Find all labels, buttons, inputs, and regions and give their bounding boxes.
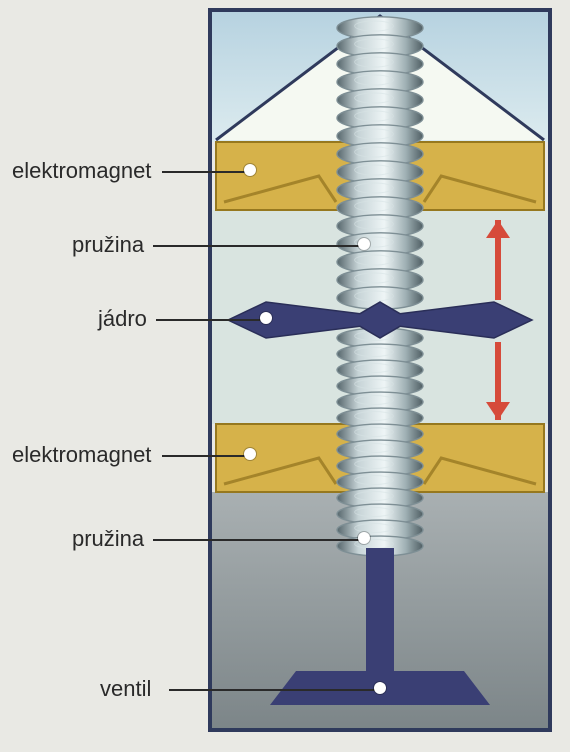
label-spring-bottom: pružina (72, 526, 144, 552)
valve-diagram (0, 0, 570, 752)
label-core: jádro (98, 306, 147, 332)
dot-valve (374, 682, 386, 694)
leader-electromagnet-top (162, 171, 251, 173)
dot-electromagnet-bottom (244, 448, 256, 460)
label-electromagnet-bottom: elektromagnet (12, 442, 151, 468)
label-electromagnet-top: elektromagnet (12, 158, 151, 184)
dot-core (260, 312, 272, 324)
dot-electromagnet-top (244, 164, 256, 176)
dot-spring-top (358, 238, 370, 250)
leader-valve (169, 689, 380, 691)
leader-core (156, 319, 267, 321)
leader-electromagnet-bottom (162, 455, 251, 457)
dot-spring-bottom (358, 532, 370, 544)
label-spring-top: pružina (72, 232, 144, 258)
leader-spring-bottom (153, 539, 365, 541)
leader-spring-top (153, 245, 365, 247)
label-valve: ventil (100, 676, 151, 702)
